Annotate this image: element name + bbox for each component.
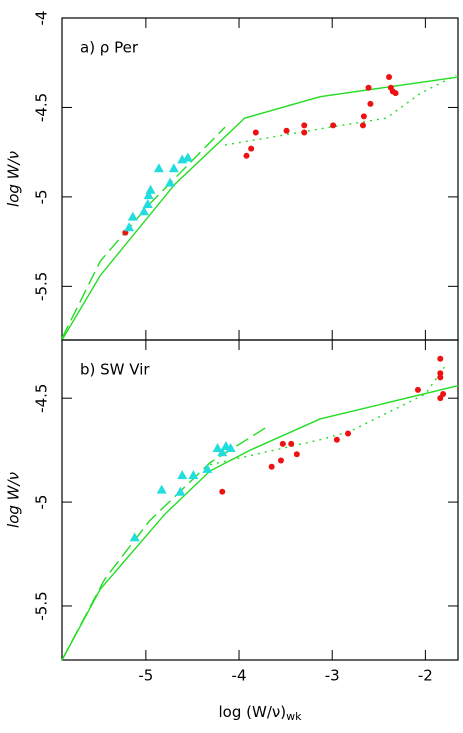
circle-point [293,451,300,458]
circle-point [330,122,337,129]
y-axis-label: log W/ν [5,151,23,207]
panel-label: b) SW Vir [80,361,150,379]
y-tick-label: -5 [33,189,51,204]
circle-point [243,152,250,159]
y-tick-label: -5.5 [33,272,51,301]
plot-frame [61,339,459,661]
y-tick-label: -4.5 [33,93,51,122]
triangle-point [143,190,154,200]
triangle-point [175,486,186,496]
line-solid [61,385,459,661]
triangle-point [165,177,176,187]
circle-point [414,386,421,393]
plot-frame [61,17,459,341]
y-tick-label: -4 [33,11,51,26]
y-tick-label: -4.5 [33,384,51,413]
triangle-point [156,484,167,494]
triangle-point [177,470,188,480]
circle-point [437,395,444,402]
x-tick-label: -2 [418,667,433,685]
circle-point [219,488,226,495]
x-tick-label: -5 [138,667,153,685]
x-axis-label-main: log (W/ν) [219,703,287,721]
triangle-point [138,206,149,216]
triangle-point [182,152,193,162]
y-tick-label: -5 [33,495,51,510]
triangle-point [129,532,140,542]
line-dashed [61,424,271,661]
circle-point [437,370,444,377]
line-dashed [61,126,226,339]
circle-point [279,440,286,447]
triangle-point [168,163,179,173]
y-tick-label: -5.5 [33,591,51,620]
x-axis-label: log (W/ν)wk [219,703,303,724]
circle-point [301,129,308,136]
circle-point [367,100,374,107]
x-tick-label: -3 [325,667,340,685]
triangle-point [153,163,164,173]
circle-point [392,90,399,97]
x-axis-label-subscript: wk [286,710,302,723]
circle-point [386,74,393,81]
circle-point [248,145,255,152]
circle-point [277,457,284,464]
circle-point [283,127,290,134]
line-dotted [209,364,447,466]
triangle-point [217,447,228,457]
line-dotted [224,74,457,146]
circle-point [437,355,444,362]
triangle-point [142,199,153,209]
x-tick-label: -4 [232,667,247,685]
y-axis-label: log W/ν [5,472,23,528]
triangle-point [124,222,135,232]
circle-point [268,463,275,470]
triangle-point [145,184,156,194]
circle-point [345,430,352,437]
line-solid [61,76,459,341]
circle-point [437,374,444,381]
panel-label: a) ρ Per [80,39,139,57]
circle-point [359,122,366,129]
circle-point [333,436,340,443]
circle-point [288,440,295,447]
circle-point [301,122,308,129]
circle-point [365,84,372,91]
circle-point [360,113,367,120]
circle-point [252,129,259,136]
triangle-point [212,443,223,453]
triangle-point [202,463,213,473]
triangle-point [127,211,138,221]
triangle-point [188,470,199,480]
triangle-point [225,443,236,453]
